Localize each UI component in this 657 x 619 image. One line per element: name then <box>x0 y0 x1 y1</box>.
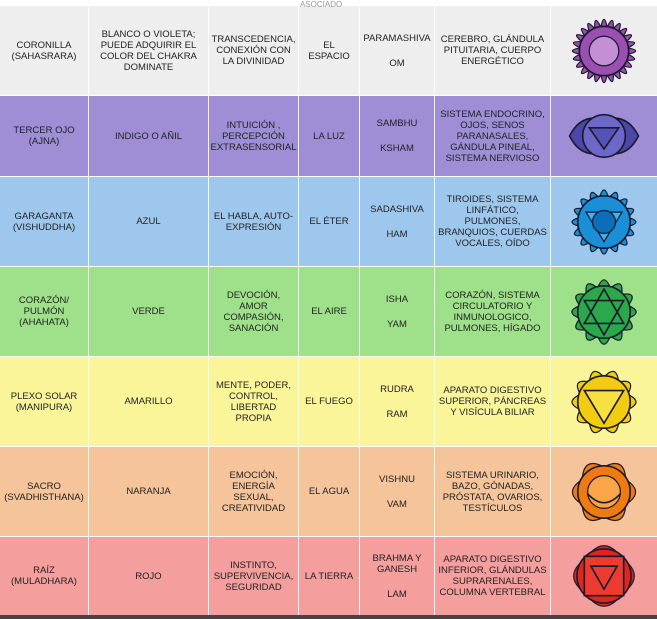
symbol-cell <box>551 96 657 176</box>
aspect-cell: EL HABLA, AUTO-EXPRESIÓN <box>209 177 299 266</box>
symbol-cell <box>551 177 657 266</box>
mantra-label: VAM <box>387 498 407 510</box>
deity-mantra-cell: PARAMASHIVA OM <box>360 6 435 95</box>
mantra-label: RAM <box>386 408 408 420</box>
color-cell: AMARILLO <box>89 357 209 446</box>
deity-label: ISHA <box>385 293 409 305</box>
top-margin <box>0 0 657 6</box>
aspect-cell: TRANSCEDENCIA, CONEXIÓN CON LA DIVINIDAD <box>209 6 299 95</box>
mantra-label: KSHAM <box>380 143 414 154</box>
body-parts-cell: CEREBRO, GLÁNDULA PITUITARIA, CUERPO ENE… <box>435 6 551 95</box>
mantra-label: OM <box>389 57 405 69</box>
deity-mantra-cell: VISHNU VAM <box>360 447 435 536</box>
mantra-label: LAM <box>387 588 407 600</box>
aspect-cell: DEVOCIÓN, AMOR COMPASIÓN, SANACIÓN <box>209 267 299 356</box>
table-row: GARAGANTA (VISHUDDHA) AZUL EL HABLA, AUTO-… <box>0 177 657 266</box>
element-cell: EL ÉTER <box>299 177 360 266</box>
table-row: RAÍZ (MULADHARA) ROJO INSTINTO, SUPERVIVEN… <box>0 537 657 615</box>
chakra-name-cell: PLEXO SOLAR (MANIPURA) <box>0 357 89 446</box>
body-parts-cell: CORAZÓN, SISTEMA CIRCULATORIO Y INMUNOLO… <box>435 267 551 356</box>
chakra-name-cell: GARAGANTA (VISHUDDHA) <box>0 177 89 266</box>
deity-label: BRAHMA Y GANESH <box>372 552 422 575</box>
aspect-cell: EMOCIÓN, ENERGÍA SEXUAL, CREATIVIDAD <box>209 447 299 536</box>
third-eye-chakra-icon <box>563 95 645 177</box>
element-cell: LA LUZ <box>299 96 360 176</box>
deity-mantra-cell: BRAHMA Y GANESH LAM <box>360 537 435 615</box>
color-cell: VERDE <box>89 267 209 356</box>
table-row: PLEXO SOLAR (MANIPURA) AMARILLO MENTE, POD… <box>0 357 657 446</box>
deity-label: PARAMASHIVA <box>363 32 431 44</box>
table-row: TERCER OJO (AJNA) INDIGO O AÑIL INTUICIÓN … <box>0 96 657 176</box>
solar-plexus-chakra-icon <box>563 361 645 443</box>
chakra-name-cell: TERCER OJO (AJNA) <box>0 96 89 176</box>
body-parts-cell: APARATO DIGESTIVO SUPERIOR, PÁNCREAS Y V… <box>435 357 551 446</box>
crown-chakra-icon <box>563 10 645 92</box>
symbol-cell <box>551 267 657 356</box>
color-cell: NARANJA <box>89 447 209 536</box>
color-cell: BLANCO O VIOLETA; PUEDE ADQUIRIR EL COLO… <box>89 6 209 95</box>
symbol-cell <box>551 537 657 615</box>
color-cell: AZUL <box>89 177 209 266</box>
deity-mantra-cell: SAMBHU KSHAM <box>360 96 435 176</box>
deity-mantra-cell: ISHA YAM <box>360 267 435 356</box>
aspect-cell: INTUICIÓN , PERCEPCIÓN EXTRASENSORIAL <box>209 96 299 176</box>
mantra-label: YAM <box>387 318 407 330</box>
element-cell: EL AGUA <box>299 447 360 536</box>
chakra-name-cell: SACRO (SVADHISTHANA) <box>0 447 89 536</box>
chakra-name-cell: CORAZÓN/ PULMÓN (AHAHATA) <box>0 267 89 356</box>
symbol-cell <box>551 447 657 536</box>
color-cell: ROJO <box>89 537 209 615</box>
chakra-name-cell: RAÍZ (MULADHARA) <box>0 537 89 615</box>
deity-label: RUDRA <box>380 383 414 395</box>
body-parts-cell: APARATO DIGESTIVO INFERIOR, GLÁNDULAS SU… <box>435 537 551 615</box>
body-parts-cell: SISTEMA ENDOCRINO, OJOS, SENOS PARANASAL… <box>435 96 551 176</box>
bottom-border <box>0 615 657 619</box>
deity-label: SADASHIVA <box>370 203 424 215</box>
cut-header-text: ASOCIADO <box>300 0 343 9</box>
body-parts-cell: SISTEMA URINARIO, BAZO, GÓNADAS, PRÓSTAT… <box>435 447 551 536</box>
mantra-label: HAM <box>386 228 408 240</box>
table-row: CORONILLA (SAHASRARA) BLANCO O VIOLETA; P… <box>0 6 657 95</box>
deity-label: VISHNU <box>379 473 415 485</box>
throat-chakra-icon <box>563 181 645 263</box>
element-cell: EL ESPACIO <box>299 6 360 95</box>
heart-chakra-icon <box>563 271 645 353</box>
sacral-chakra-icon <box>563 451 645 533</box>
color-cell: INDIGO O AÑIL <box>89 96 209 176</box>
root-chakra-icon <box>563 535 645 617</box>
aspect-cell: MENTE, PODER, CONTROL, LIBERTAD PROPIA <box>209 357 299 446</box>
table-row: SACRO (SVADHISTHANA) NARANJA EMOCIÓN, ENER… <box>0 447 657 536</box>
element-cell: EL FUEGO <box>299 357 360 446</box>
deity-mantra-cell: SADASHIVA HAM <box>360 177 435 266</box>
symbol-cell <box>551 6 657 95</box>
chakra-name-cell: CORONILLA (SAHASRARA) <box>0 6 89 95</box>
element-cell: LA TIERRA <box>299 537 360 615</box>
deity-label: SAMBHU <box>376 118 418 129</box>
symbol-cell <box>551 357 657 446</box>
element-cell: EL AIRE <box>299 267 360 356</box>
table-row: CORAZÓN/ PULMÓN (AHAHATA) VERDE DEVOCIÓN, … <box>0 267 657 356</box>
body-parts-cell: TIROIDES, SISTEMA LINFÁTICO, PULMONES, B… <box>435 177 551 266</box>
deity-mantra-cell: RUDRA RAM <box>360 357 435 446</box>
aspect-cell: INSTINTO, SUPERVIVENCIA, SEGURIDAD <box>209 537 299 615</box>
